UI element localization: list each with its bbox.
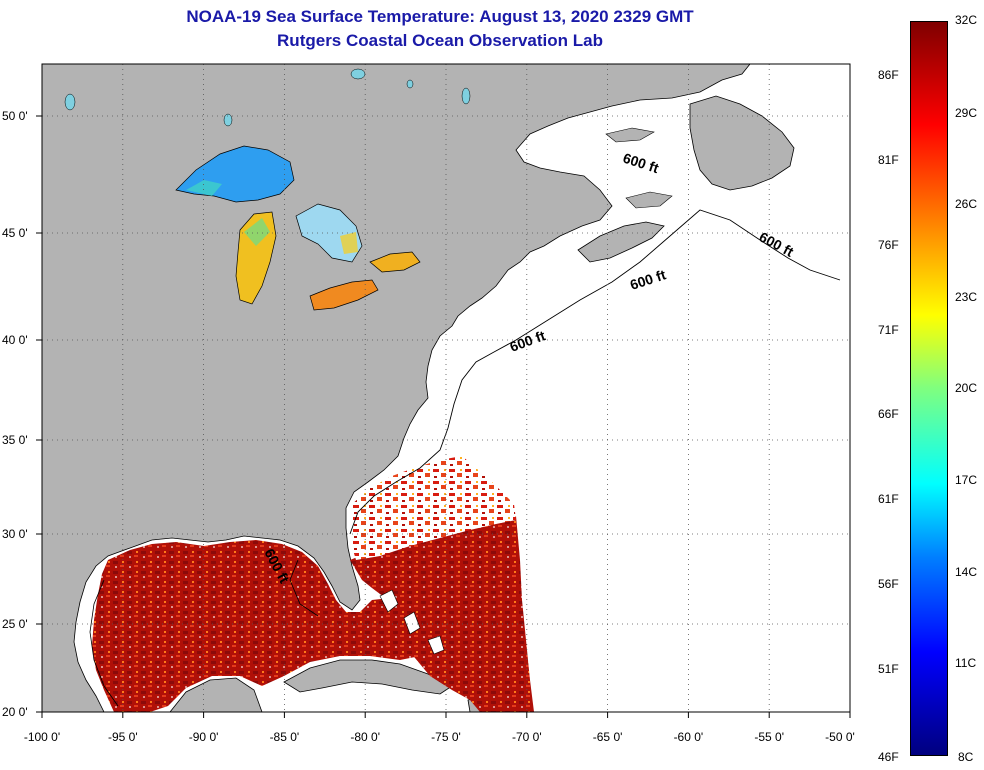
graticule xyxy=(42,64,850,712)
lat-label: 40 0' xyxy=(2,333,28,347)
colorbar-fahrenheit-label: 76F xyxy=(878,238,899,252)
lat-label: 30 0' xyxy=(2,527,28,541)
land-island-pei xyxy=(625,191,673,209)
colorbar-celsius-label: 8C xyxy=(958,750,974,764)
lon-label: -70 0' xyxy=(512,730,542,744)
map-subtitle: Rutgers Coastal Ocean Observation Lab xyxy=(277,31,603,50)
colorbar-fahrenheit-label: 66F xyxy=(878,407,899,421)
lon-label: -80 0' xyxy=(350,730,380,744)
lake-erie xyxy=(309,279,379,311)
colorbar-celsius-label: 17C xyxy=(955,473,978,487)
lon-label: -50 0' xyxy=(825,730,855,744)
colorbar-celsius-label: 23C xyxy=(955,290,978,304)
lon-label: -60 0' xyxy=(674,730,704,744)
isobath-600ft-contour xyxy=(349,209,841,535)
isobath-gulf-contour xyxy=(89,559,319,707)
land-north-america xyxy=(42,64,751,712)
axis-ticks xyxy=(36,115,851,718)
colorbar-celsius-label: 26C xyxy=(955,197,978,211)
colorbar-fahrenheit-label: 56F xyxy=(878,577,899,591)
lat-label: 45 0' xyxy=(2,226,28,240)
sst-gulf-of-mexico xyxy=(92,540,420,712)
land-newfoundland xyxy=(689,95,795,191)
map-title: NOAA-19 Sea Surface Temperature: August … xyxy=(186,7,694,26)
lon-label: -75 0' xyxy=(431,730,461,744)
lat-label: 50 0' xyxy=(2,109,28,123)
lon-label: -55 0' xyxy=(754,730,784,744)
lat-label: 25 0' xyxy=(2,617,28,631)
lon-label: -95 0' xyxy=(108,730,138,744)
lake-huron-warm-patch xyxy=(340,232,358,254)
colorbar-celsius-label: 20C xyxy=(955,381,978,395)
colorbar-celsius-label: 11C xyxy=(955,656,977,670)
longitude-axis: -100 0' -95 0' -90 0' -85 0' -80 0' -75 … xyxy=(24,730,855,744)
temperature-colorbar xyxy=(910,21,948,756)
colorbar-celsius-label: 32C xyxy=(955,13,978,27)
lake-superior-warm-patch xyxy=(186,180,222,196)
lon-label: -65 0' xyxy=(593,730,623,744)
sst-atlantic-south xyxy=(350,516,534,712)
land-yucatan xyxy=(169,677,263,712)
colorbar-fahrenheit-label: 46F xyxy=(878,750,899,764)
colorbar-celsius-label: 29C xyxy=(955,106,978,120)
colorbar-fahrenheit-label: 71F xyxy=(878,323,899,337)
colorbar-celsius-label: 14C xyxy=(955,565,978,579)
land-island-anticosti xyxy=(605,127,655,143)
lon-label: -85 0' xyxy=(270,730,300,744)
lon-label: -90 0' xyxy=(189,730,219,744)
latitude-axis: 50 0' 45 0' 40 0' 35 0' 30 0' 25 0' 20 0… xyxy=(2,109,28,719)
sst-atlantic-patchy xyxy=(350,456,516,560)
colorbar-fahrenheit-label: 51F xyxy=(878,662,899,676)
lake-ontario xyxy=(369,251,421,273)
lon-label: -100 0' xyxy=(24,730,60,744)
lat-label: 35 0' xyxy=(2,433,28,447)
lat-label: 20 0' xyxy=(2,705,28,719)
colorbar-fahrenheit-label: 61F xyxy=(878,492,899,506)
land-nova-scotia xyxy=(577,221,665,263)
colorbar-fahrenheit-label: 86F xyxy=(878,68,899,82)
lake-michigan-cool-patch xyxy=(244,218,270,246)
inland-lakes xyxy=(64,68,471,127)
colorbar-fahrenheit-label: 81F xyxy=(878,153,899,167)
land-bahamas xyxy=(379,589,445,655)
